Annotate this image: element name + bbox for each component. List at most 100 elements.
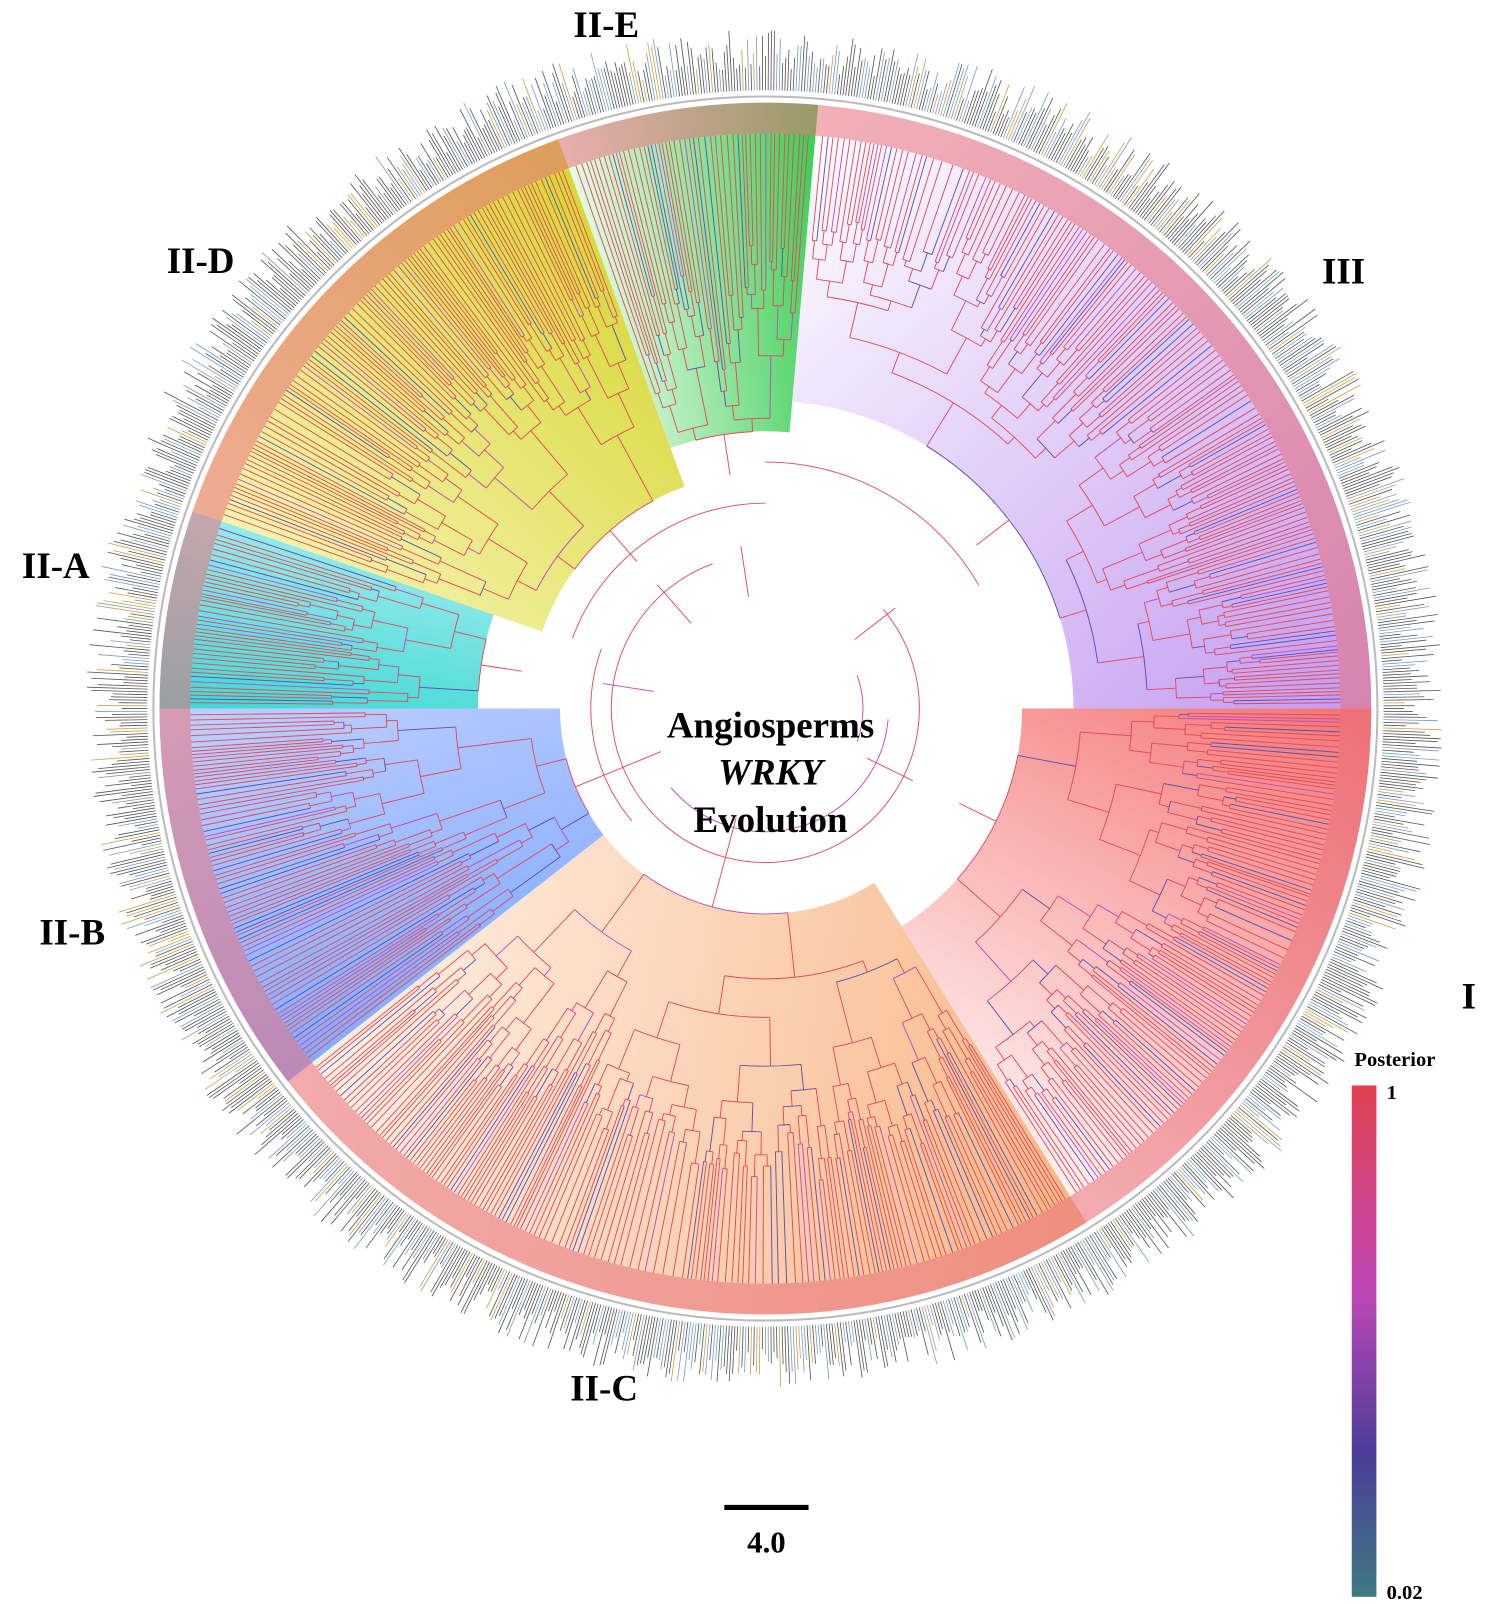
leaf-label	[487, 1266, 501, 1292]
leaf-label	[354, 174, 390, 219]
branch	[442, 837, 467, 850]
branch	[495, 351, 498, 355]
leaf-label	[183, 418, 213, 434]
branch	[984, 269, 990, 278]
branch	[571, 1002, 578, 1012]
leaf-label	[498, 106, 516, 144]
leaf-label	[1141, 1198, 1156, 1217]
leaf-label	[953, 1297, 966, 1333]
branch	[1174, 936, 1269, 989]
branch	[1039, 982, 1053, 996]
leaf-label	[1270, 326, 1306, 353]
leaf-label	[435, 157, 449, 179]
leaf-label	[1221, 276, 1239, 292]
leaf-label	[929, 1304, 940, 1340]
branch	[535, 1068, 553, 1098]
branch	[194, 635, 351, 656]
leaf-label	[632, 1313, 640, 1341]
branch	[477, 639, 487, 691]
leaf-label	[319, 233, 343, 259]
branch	[812, 240, 815, 259]
branch	[235, 483, 388, 549]
branch	[1112, 1002, 1122, 1011]
branch	[1001, 213, 1060, 310]
branch	[714, 360, 720, 363]
branch	[730, 361, 741, 364]
leaf-label	[869, 1317, 878, 1359]
leaf-label	[1356, 518, 1387, 529]
branch	[1075, 347, 1080, 352]
leaf-label	[1382, 673, 1412, 676]
branch	[863, 145, 882, 231]
leaf-label	[195, 398, 223, 414]
branch	[1024, 239, 1099, 343]
branch	[1228, 770, 1336, 786]
branch	[737, 329, 741, 363]
branch	[1201, 620, 1219, 625]
branch	[575, 1033, 598, 1074]
branch	[1226, 786, 1333, 806]
leaf-label	[1381, 653, 1409, 657]
leaf-label	[647, 42, 659, 100]
leaf-label	[1126, 1210, 1147, 1238]
leaf-label	[98, 771, 151, 779]
leaf-label	[678, 1321, 683, 1351]
branch	[650, 144, 686, 310]
branch	[1119, 1011, 1203, 1083]
leaf-label	[499, 1274, 518, 1316]
leaf-label	[237, 1082, 274, 1112]
leaf-label	[809, 51, 814, 93]
branch	[486, 376, 507, 400]
branch	[1251, 645, 1338, 656]
branch	[421, 602, 460, 616]
branch	[1009, 338, 1014, 342]
leaf-label	[1020, 112, 1037, 146]
branch	[192, 743, 332, 756]
branch	[750, 294, 753, 309]
leaf-label	[140, 848, 164, 855]
branch	[765, 461, 980, 586]
branch	[839, 242, 844, 261]
leaf-label	[1373, 587, 1431, 599]
branch	[398, 674, 421, 678]
branch	[1144, 598, 1160, 604]
branch	[1074, 1011, 1079, 1016]
leaf-label	[340, 1188, 376, 1232]
leaf-label	[814, 1324, 819, 1355]
leaf-label	[105, 769, 151, 775]
branch	[510, 1085, 580, 1225]
leaf-label	[177, 438, 204, 451]
branch	[572, 1106, 625, 1251]
branch	[924, 1057, 938, 1084]
branch	[1179, 932, 1182, 937]
leaf-label	[718, 69, 722, 93]
branch	[416, 250, 496, 355]
leaf-label	[971, 68, 993, 127]
leaf-label	[836, 73, 841, 95]
leaf-label	[1335, 449, 1386, 472]
branch	[352, 682, 364, 685]
leaf-label	[120, 635, 152, 640]
branch	[741, 133, 749, 288]
leaf-label	[1098, 137, 1132, 189]
leaf-label	[1038, 1262, 1058, 1302]
leaf-label	[107, 551, 165, 567]
branch	[481, 664, 522, 672]
branch	[386, 275, 485, 388]
branch	[439, 1018, 462, 1041]
branch	[1063, 1029, 1158, 1130]
leaf-label	[778, 38, 781, 91]
leaf-label	[1159, 1184, 1190, 1221]
branch	[1246, 633, 1249, 640]
leaf-label	[1035, 1264, 1050, 1291]
leaf-label	[1150, 1191, 1187, 1238]
branch	[1212, 871, 1306, 906]
branch	[880, 150, 904, 241]
leaf-label	[1383, 719, 1438, 722]
branch	[1136, 953, 1139, 957]
leaf-label	[376, 178, 401, 211]
branch	[926, 402, 954, 447]
leaf-label	[1302, 373, 1357, 404]
leaf-label	[347, 194, 376, 229]
leaf-label	[1332, 953, 1352, 963]
